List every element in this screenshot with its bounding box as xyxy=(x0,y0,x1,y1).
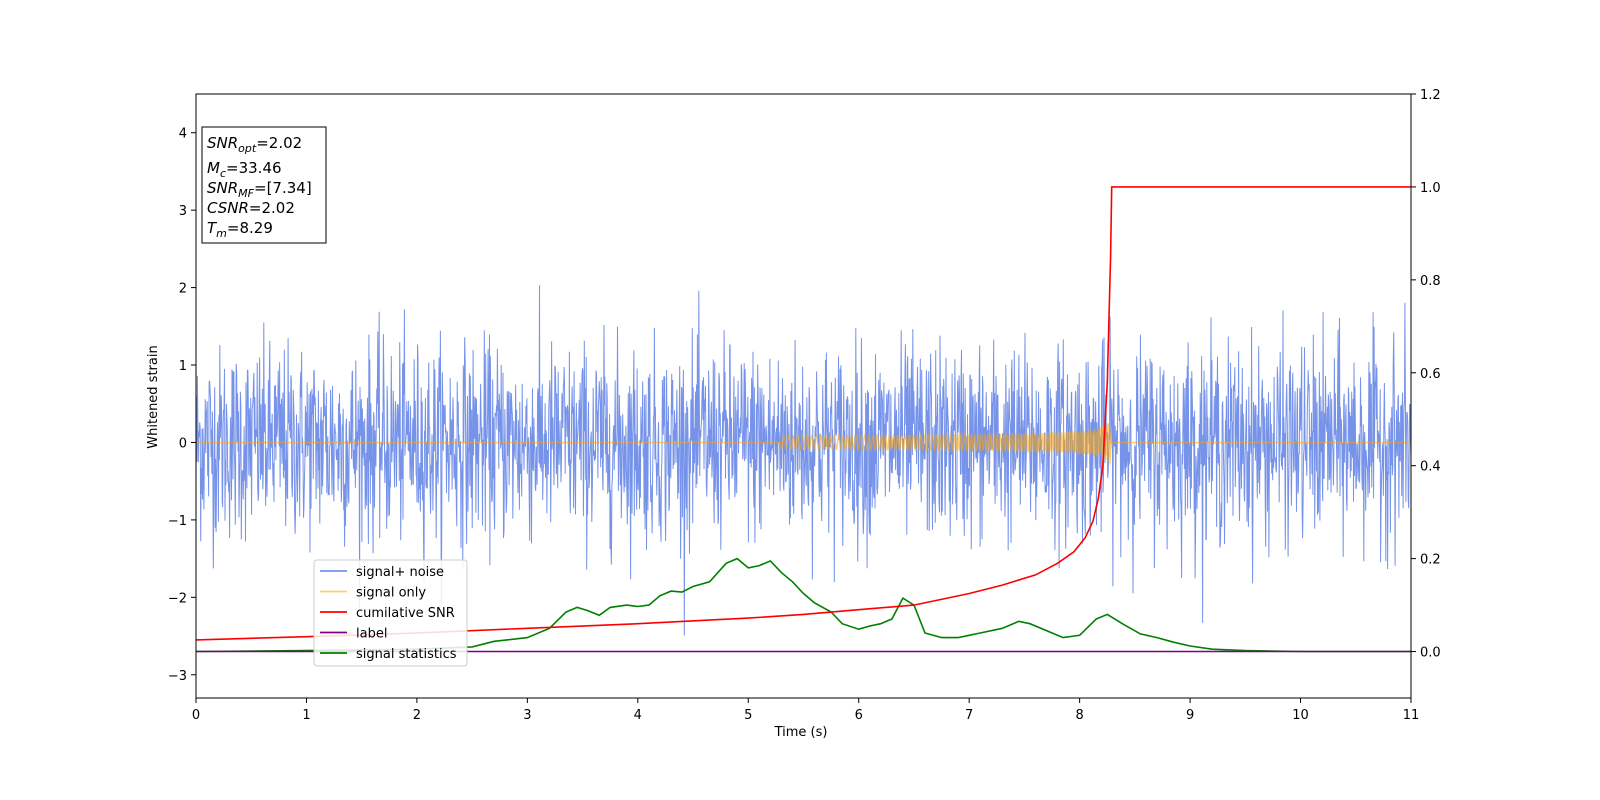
y-tick-label: 2 xyxy=(179,282,187,297)
annotation-line: Mc=33.46 xyxy=(207,159,282,180)
plot-frame xyxy=(195,93,1412,699)
x-tick-label: 5 xyxy=(744,708,752,723)
x-tick-label: 4 xyxy=(634,708,642,723)
legend: signal+ noise signal only cumilative SNR la… xyxy=(313,559,468,667)
x-tick-label: 1 xyxy=(302,708,310,723)
legend-frame xyxy=(313,559,468,667)
annotation-line: Tm=8.29 xyxy=(207,219,273,240)
y2-tick-label: 0.6 xyxy=(1420,367,1441,382)
x-tick-label: 7 xyxy=(965,708,973,723)
y2-tick-label: 1.2 xyxy=(1420,88,1441,103)
annotation-line: SNRopt=2.02 xyxy=(207,134,302,155)
x-tick-label: 6 xyxy=(855,708,863,723)
x-tick-label: 10 xyxy=(1292,708,1309,723)
y2-tick-label: 0.2 xyxy=(1420,553,1441,568)
legend-label: signal only xyxy=(356,586,426,601)
y2-tick-label: 0.4 xyxy=(1420,460,1441,475)
snr-annotation-box: SNRopt=2.02 Mc=33.46SNRMF=[7.34]CSNR=2.02… xyxy=(201,126,327,244)
x-tick-label: 8 xyxy=(1075,708,1083,723)
y2-tick-label: 1.0 xyxy=(1420,181,1441,196)
y-tick-label: 3 xyxy=(179,204,187,219)
y-tick-label: 4 xyxy=(179,127,187,142)
y2-tick-label: 0.0 xyxy=(1420,646,1441,661)
series-cumulative-snr xyxy=(196,186,1411,641)
x-tick-label: 0 xyxy=(192,708,200,723)
legend-label: signal+ noise xyxy=(356,565,444,580)
legend-label: cumilative SNR xyxy=(356,606,455,621)
x-tick-label: 9 xyxy=(1186,708,1194,723)
y-tick-label: −1 xyxy=(168,514,187,529)
legend-label: signal statistics xyxy=(356,647,457,662)
series-signal-noise xyxy=(196,285,1411,636)
y-tick-label: 0 xyxy=(179,436,187,451)
x-tick-label: 2 xyxy=(413,708,421,723)
x-tick-label: 11 xyxy=(1403,708,1420,723)
annotation-line: SNRMF=[7.34] xyxy=(207,179,312,200)
series-signal-only xyxy=(196,423,1411,465)
y-axis-label: Whitened strain xyxy=(146,345,161,448)
legend-label: label xyxy=(356,627,387,642)
annotation-frame xyxy=(201,126,327,244)
y-tick-label: −3 xyxy=(168,669,187,684)
y-tick-label: −2 xyxy=(168,591,187,606)
x-tick-label: 3 xyxy=(523,708,531,723)
axes: 0 1 2 3 4 5 6 7 8 9 10 11 −3 −2 −1 0 1 2 3 4 0.0 0.2 0.4 0.6 0.8… xyxy=(168,88,1441,723)
x-axis-label: Time (s) xyxy=(774,725,828,740)
y-tick-label: 1 xyxy=(179,359,187,374)
y2-tick-label: 0.8 xyxy=(1420,274,1441,289)
annotation-line: CSNR=2.02 xyxy=(207,199,295,217)
